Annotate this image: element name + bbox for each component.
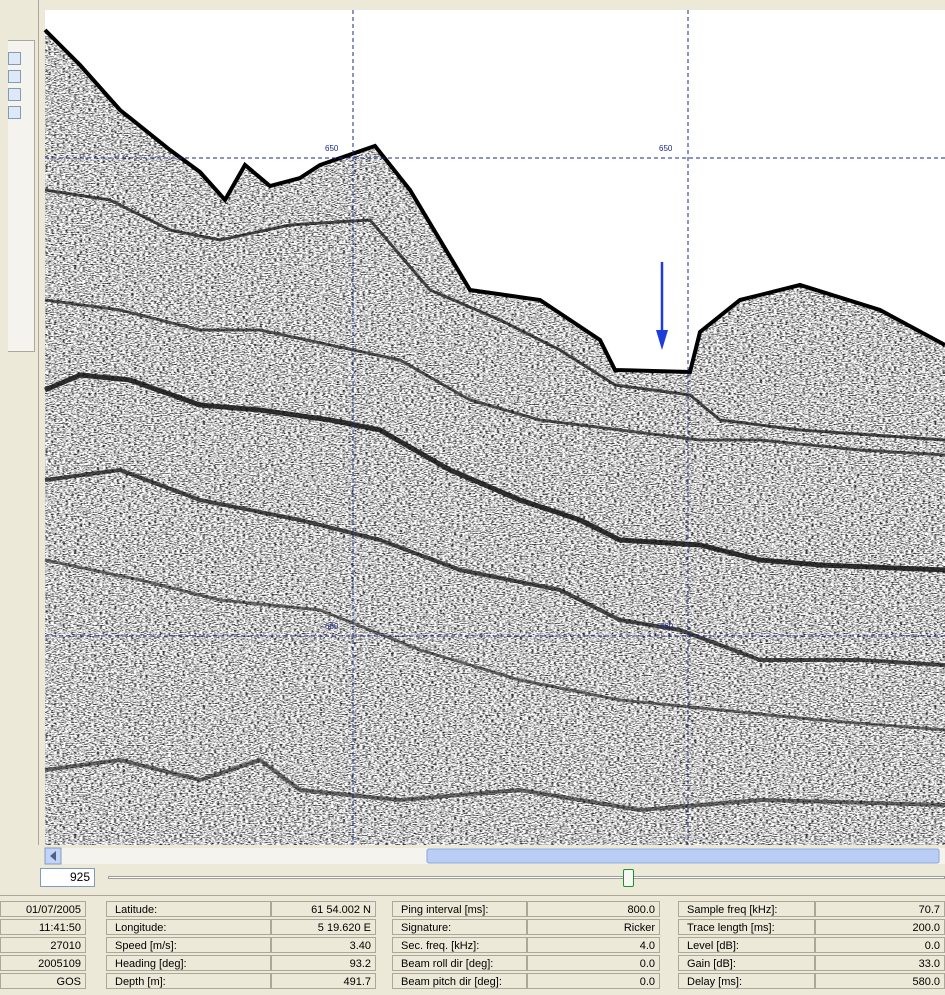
grid-label: 650 [659, 144, 673, 153]
grid-label: 660 [325, 622, 339, 631]
info-value: 11:41:50 [0, 919, 86, 935]
slider-track[interactable] [108, 876, 945, 879]
field-value: 4.0 [527, 937, 660, 953]
field-value: 70.7 [815, 901, 945, 917]
field-value: Ricker [527, 919, 660, 935]
field-label: Trace length [ms]: [678, 919, 815, 935]
field-label: Depth [m]: [106, 973, 271, 989]
scrollbar-thumb[interactable] [427, 849, 939, 863]
field-value: 93.2 [271, 955, 376, 971]
field-label: Beam pitch dir [deg]: [392, 973, 527, 989]
field-value: 61 54.002 N [271, 901, 376, 917]
field-value: 0.0 [527, 955, 660, 971]
field-value: 33.0 [815, 955, 945, 971]
field-label: Level [dB]: [678, 937, 815, 953]
field-label: Beam roll dir [deg]: [392, 955, 527, 971]
status-panel: 01/07/2005 11:41:50 27010 2005109 GOS Latitud… [0, 895, 945, 995]
field-value: 0.0 [527, 973, 660, 989]
field-value: 3.40 [271, 937, 376, 953]
slider-thumb[interactable] [623, 869, 634, 887]
field-value: 0.0 [815, 937, 945, 953]
field-label: Ping interval [ms]: [392, 901, 527, 917]
grid-label: 650 [325, 144, 339, 153]
field-label: Latitude: [106, 901, 271, 917]
field-label: Sec. freq. [kHz]: [392, 937, 527, 953]
app-window: 650 650 660 660 925 01/07/2005 11:41:50 27… [0, 0, 945, 994]
info-value: 01/07/2005 [0, 901, 86, 917]
field-value: 200.0 [815, 919, 945, 935]
seismic-view: 650 650 660 660 [0, 0, 945, 868]
grid-label: 660 [660, 622, 674, 631]
field-label: Delay [ms]: [678, 973, 815, 989]
info-value: 2005109 [0, 955, 86, 971]
field-label: Gain [dB]: [678, 955, 815, 971]
field-label: Longitude: [106, 919, 271, 935]
field-value: 800.0 [527, 901, 660, 917]
field-label: Sample freq [kHz]: [678, 901, 815, 917]
info-value: GOS [0, 973, 86, 989]
field-label: Signature: [392, 919, 527, 935]
field-value: 5 19.620 E [271, 919, 376, 935]
info-value: 27010 [0, 937, 86, 953]
field-label: Heading [deg]: [106, 955, 271, 971]
field-value: 491.7 [271, 973, 376, 989]
trace-number-box[interactable]: 925 [40, 868, 95, 887]
field-label: Speed [m/s]: [106, 937, 271, 953]
field-value: 580.0 [815, 973, 945, 989]
